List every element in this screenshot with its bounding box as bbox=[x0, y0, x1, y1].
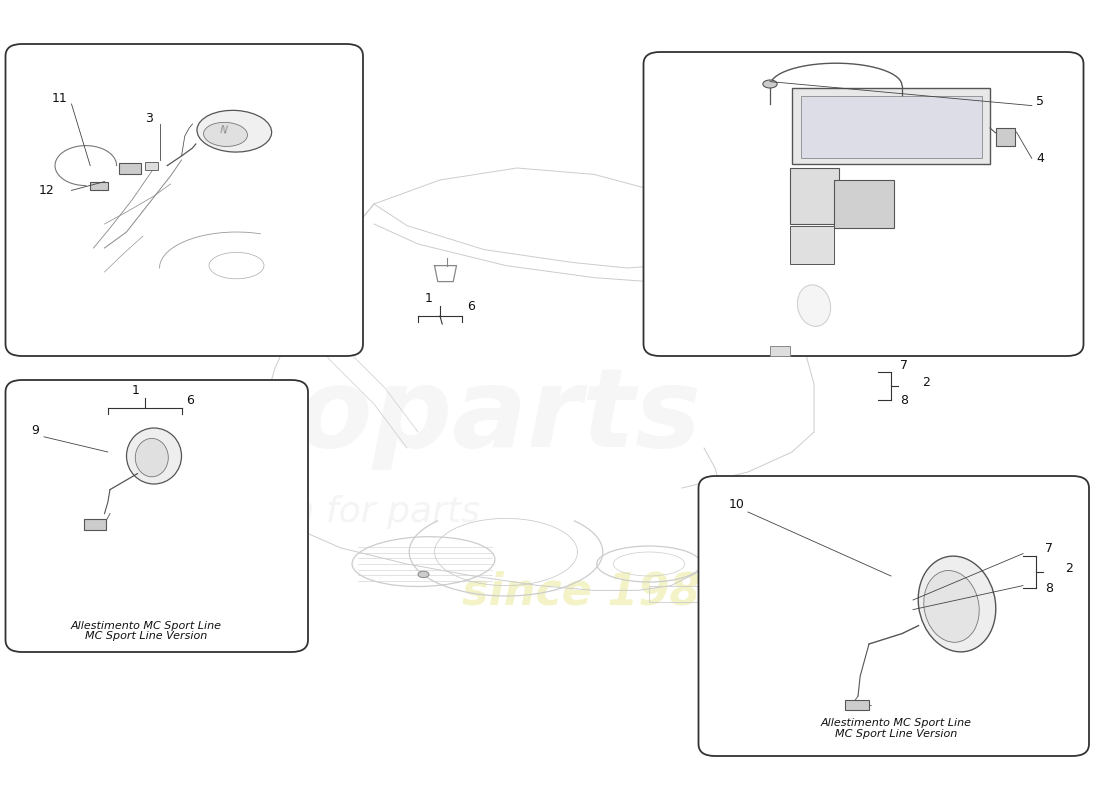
Text: 8: 8 bbox=[900, 394, 908, 407]
Text: 6: 6 bbox=[186, 394, 194, 407]
FancyBboxPatch shape bbox=[698, 476, 1089, 756]
Ellipse shape bbox=[798, 285, 830, 326]
Text: 1: 1 bbox=[425, 292, 433, 305]
Text: 2: 2 bbox=[1065, 562, 1072, 575]
Text: MC Sport Line Version: MC Sport Line Version bbox=[835, 729, 958, 739]
Text: 7: 7 bbox=[1045, 542, 1053, 555]
Text: 1: 1 bbox=[132, 384, 140, 398]
Text: 2: 2 bbox=[922, 376, 930, 389]
FancyBboxPatch shape bbox=[6, 44, 363, 356]
Text: 10: 10 bbox=[728, 498, 744, 511]
Text: MC Sport Line Version: MC Sport Line Version bbox=[85, 631, 208, 642]
Text: 11: 11 bbox=[52, 92, 67, 106]
FancyBboxPatch shape bbox=[801, 96, 982, 158]
Text: 12: 12 bbox=[39, 184, 54, 198]
Text: Allestimento MC Sport Line: Allestimento MC Sport Line bbox=[70, 621, 222, 630]
FancyBboxPatch shape bbox=[845, 700, 869, 710]
Text: Allestimento MC Sport Line: Allestimento MC Sport Line bbox=[821, 718, 972, 728]
Text: 5: 5 bbox=[1036, 94, 1044, 108]
FancyBboxPatch shape bbox=[119, 163, 141, 174]
FancyBboxPatch shape bbox=[996, 128, 1015, 146]
Text: 9: 9 bbox=[31, 424, 38, 437]
Ellipse shape bbox=[924, 570, 979, 642]
Ellipse shape bbox=[126, 428, 182, 484]
FancyBboxPatch shape bbox=[834, 180, 894, 228]
Text: since 1985: since 1985 bbox=[462, 570, 732, 614]
FancyBboxPatch shape bbox=[790, 168, 839, 224]
Text: europarts: europarts bbox=[88, 362, 702, 470]
Ellipse shape bbox=[918, 556, 996, 652]
FancyBboxPatch shape bbox=[145, 162, 158, 170]
FancyBboxPatch shape bbox=[84, 519, 106, 530]
Ellipse shape bbox=[762, 80, 777, 88]
Text: 3: 3 bbox=[145, 111, 153, 125]
Text: 4: 4 bbox=[1036, 151, 1044, 165]
Ellipse shape bbox=[418, 571, 429, 578]
Text: a passion for parts: a passion for parts bbox=[143, 495, 480, 529]
Ellipse shape bbox=[204, 122, 248, 146]
Ellipse shape bbox=[197, 110, 272, 152]
FancyBboxPatch shape bbox=[90, 182, 108, 190]
Text: 7: 7 bbox=[900, 358, 908, 372]
FancyBboxPatch shape bbox=[792, 88, 990, 164]
FancyBboxPatch shape bbox=[6, 380, 308, 652]
Text: 8: 8 bbox=[1045, 582, 1053, 595]
Text: 6: 6 bbox=[468, 300, 475, 313]
FancyBboxPatch shape bbox=[770, 346, 790, 356]
FancyBboxPatch shape bbox=[790, 226, 834, 264]
Text: N: N bbox=[220, 125, 228, 135]
Ellipse shape bbox=[135, 438, 168, 477]
FancyBboxPatch shape bbox=[644, 52, 1084, 356]
